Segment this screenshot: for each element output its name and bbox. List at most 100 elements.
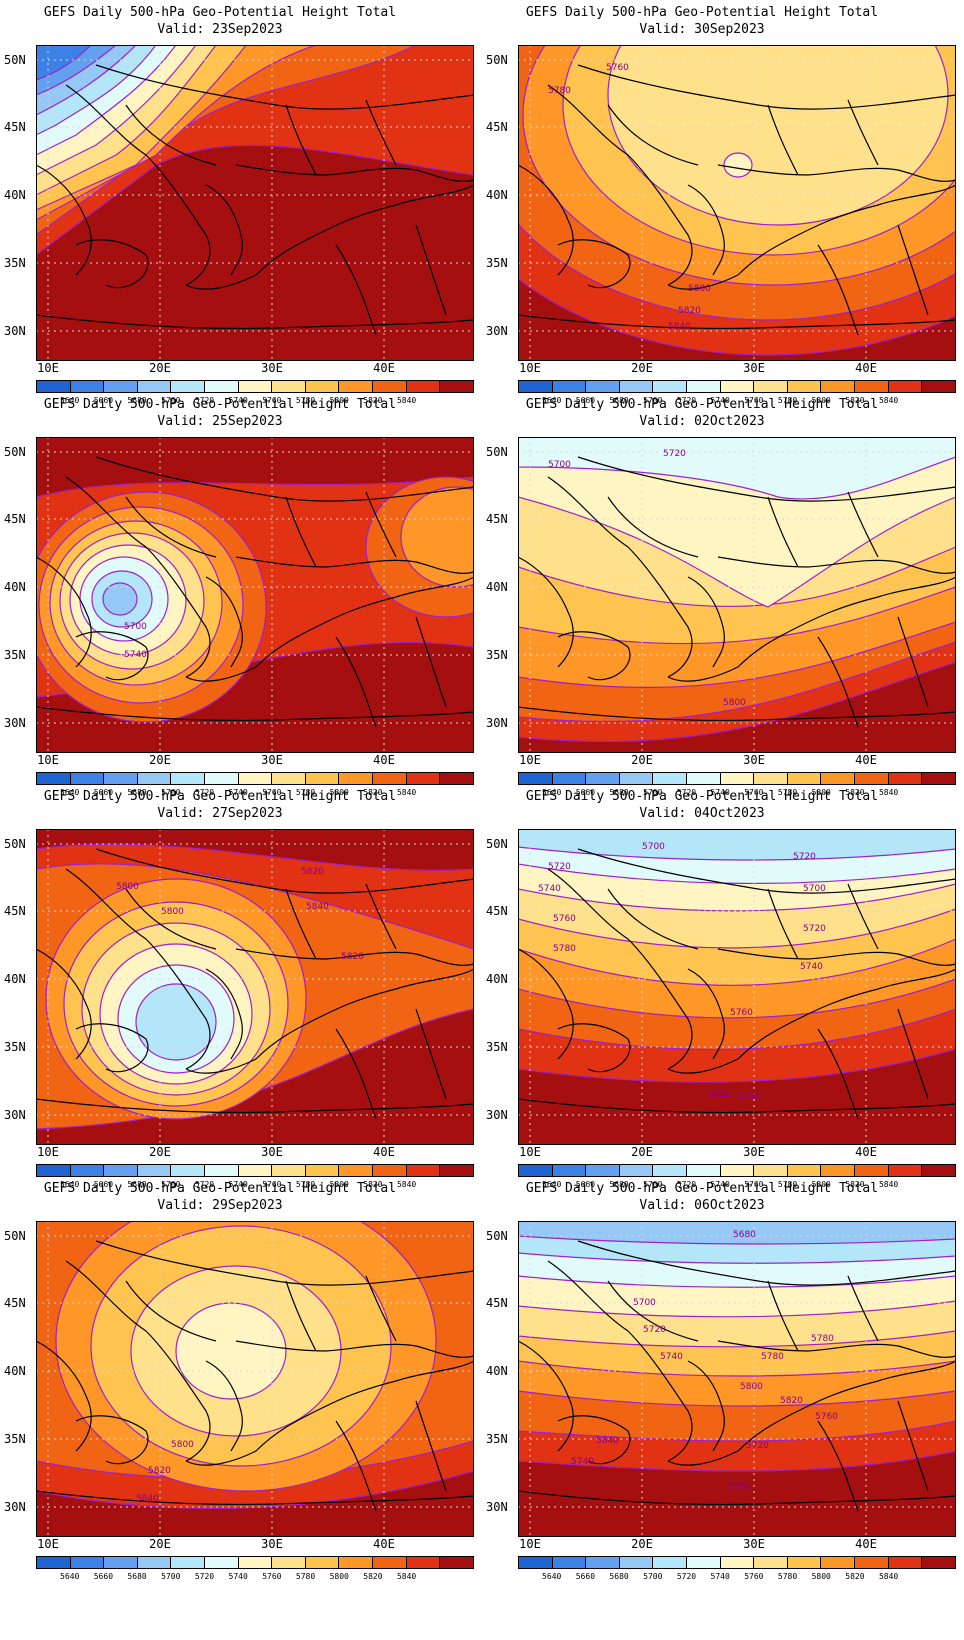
colorbar-swatch bbox=[586, 773, 620, 784]
contour-label: 5720 bbox=[746, 1441, 769, 1451]
colorbar-label: 5760 bbox=[744, 1180, 764, 1189]
coastline bbox=[847, 1275, 879, 1342]
colorbar bbox=[36, 1164, 474, 1177]
latitude-label: 35N bbox=[486, 1432, 508, 1446]
coastline bbox=[205, 1360, 243, 1452]
colorbar-swatch bbox=[272, 1557, 306, 1568]
colorbar-swatch bbox=[619, 1165, 654, 1176]
colorbar-label: 5700 bbox=[161, 1572, 181, 1581]
colorbar-swatch bbox=[171, 1165, 206, 1176]
colorbar-swatch bbox=[519, 1557, 553, 1568]
colorbar-swatch bbox=[70, 773, 105, 784]
colorbar-label: 5800 bbox=[811, 396, 831, 405]
height-field-map: 5800 5820 5840 bbox=[36, 1221, 474, 1537]
coastline bbox=[185, 576, 474, 682]
coastline bbox=[125, 104, 217, 166]
coastline bbox=[717, 164, 956, 182]
colorbar-label: 5660 bbox=[575, 396, 596, 405]
colorbar-swatch bbox=[821, 773, 856, 784]
coastline bbox=[235, 164, 474, 182]
latitude-label: 35N bbox=[4, 1432, 26, 1446]
colorbar-swatch bbox=[104, 1557, 138, 1568]
coastline bbox=[235, 948, 474, 966]
contour-label: 5780 bbox=[811, 1334, 834, 1344]
latitude-label: 40N bbox=[4, 972, 26, 986]
longitude-label: 30E bbox=[261, 1145, 283, 1159]
latitude-label: 30N bbox=[486, 1108, 508, 1122]
colorbar-swatch bbox=[720, 1165, 755, 1176]
colorbar-label: 5720 bbox=[194, 1572, 215, 1581]
colorbar-label: 5780 bbox=[777, 1180, 798, 1189]
colorbar-label: 5840 bbox=[396, 1180, 417, 1189]
coastline bbox=[767, 1280, 799, 1352]
coastline bbox=[518, 948, 574, 1060]
contour-label: 5720 bbox=[548, 862, 571, 872]
longitude-label: 10E bbox=[37, 361, 59, 375]
coastline bbox=[335, 1420, 377, 1512]
longitude-label: 10E bbox=[37, 1145, 59, 1159]
coastline bbox=[897, 224, 929, 316]
longitude-label: 40E bbox=[855, 1537, 877, 1551]
colorbar-swatch bbox=[339, 1557, 374, 1568]
colorbar-label: 5740 bbox=[228, 1572, 248, 1581]
colorbar bbox=[518, 772, 956, 785]
longitude-label: 20E bbox=[149, 361, 171, 375]
contour-label: 5740 bbox=[800, 962, 823, 972]
longitude-label: 20E bbox=[149, 1537, 171, 1551]
longitude-label: 20E bbox=[149, 753, 171, 767]
contour-label: 5800 bbox=[161, 907, 184, 917]
colorbar bbox=[518, 380, 956, 393]
coastline bbox=[607, 104, 699, 166]
colorbar-swatch bbox=[586, 1557, 620, 1568]
coastline bbox=[125, 1280, 217, 1342]
contour-label: 5760 bbox=[728, 1482, 751, 1492]
contour-label: 5820 bbox=[678, 306, 701, 316]
colorbar-label: 5680 bbox=[609, 788, 629, 797]
map-frame bbox=[36, 437, 474, 753]
latitude-label: 50N bbox=[486, 1229, 508, 1243]
colorbar-swatch bbox=[754, 1165, 788, 1176]
coastline bbox=[547, 868, 693, 1070]
latitude-label: 40N bbox=[486, 972, 508, 986]
coastline bbox=[547, 1260, 693, 1462]
contour-label: 5740 bbox=[571, 1457, 594, 1467]
latitude-label: 40N bbox=[486, 1364, 508, 1378]
latitude-label: 30N bbox=[4, 716, 26, 730]
contour-label: 5820 bbox=[780, 1396, 803, 1406]
colorbar-label: 5700 bbox=[643, 1572, 663, 1581]
coastline bbox=[65, 868, 211, 1070]
coastline bbox=[335, 244, 377, 336]
colorbar-label: 5640 bbox=[542, 1572, 562, 1581]
map-panel-3: GEFS Daily 500-hPa Geo-Potential Height … bbox=[0, 392, 482, 802]
colorbar-swatch bbox=[238, 773, 273, 784]
colorbar bbox=[518, 1556, 956, 1569]
colorbar-label: 5660 bbox=[575, 788, 596, 797]
panel-valid-date: Valid: 29Sep2023 bbox=[157, 1198, 283, 1213]
coastline bbox=[36, 1340, 92, 1452]
colorbar-label: 5720 bbox=[194, 1180, 215, 1189]
coastline bbox=[817, 244, 859, 336]
colorbar-swatch bbox=[104, 381, 138, 392]
coastline bbox=[897, 1008, 929, 1100]
colorbar-label: 5760 bbox=[262, 1572, 282, 1581]
panel-title: GEFS Daily 500-hPa Geo-Potential Height … bbox=[43, 5, 397, 20]
contour-label: 5780 bbox=[761, 1352, 784, 1362]
colorbar-label: 5760 bbox=[262, 396, 282, 405]
colorbar-label: 5840 bbox=[878, 1180, 899, 1189]
colorbar-swatch bbox=[855, 1557, 889, 1568]
colorbar-swatch bbox=[339, 1165, 374, 1176]
panel-title: GEFS Daily 500-hPa Geo-Potential Height … bbox=[525, 1181, 879, 1196]
map-frame bbox=[518, 829, 956, 1145]
colorbar-label: 5780 bbox=[295, 788, 316, 797]
longitude-label: 20E bbox=[631, 361, 653, 375]
colorbar-swatch bbox=[305, 381, 340, 392]
colorbar-swatch bbox=[37, 1165, 71, 1176]
coastline bbox=[365, 491, 397, 558]
colorbar-swatch bbox=[787, 1557, 822, 1568]
coastline bbox=[767, 496, 799, 568]
colorbar-label: 5840 bbox=[396, 1572, 417, 1581]
longitude-label: 20E bbox=[631, 753, 653, 767]
colorbar-swatch bbox=[586, 381, 620, 392]
colorbar-swatch bbox=[37, 1557, 71, 1568]
coastline bbox=[518, 1098, 956, 1114]
